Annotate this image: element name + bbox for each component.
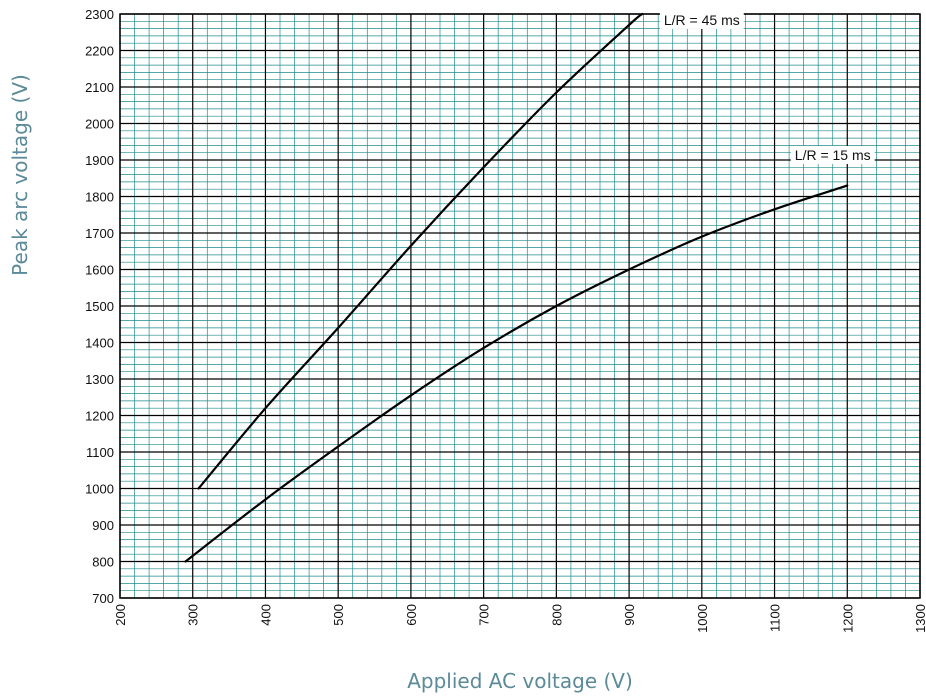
x-tick-label: 1000 [695, 604, 710, 633]
y-tick-label: 1000 [85, 482, 114, 497]
x-tick-label: 400 [258, 604, 273, 626]
x-tick-label: 200 [113, 604, 128, 626]
annotation-label-lr-45ms: L/R = 45 ms [664, 12, 740, 28]
y-tick-label: 800 [92, 555, 114, 570]
y-tick-label: 1200 [85, 409, 114, 424]
x-tick-label: 800 [549, 604, 564, 626]
y-tick-label: 900 [92, 518, 114, 533]
y-tick-label: 2000 [85, 117, 114, 132]
x-axis-ticks: 200 300 400 500 600 700 800 900 1000 1100 1200 1300 [113, 604, 926, 633]
y-tick-label: 2200 [85, 44, 114, 59]
y-axis-ticks: 700 800 900 1000 1100 1200 1300 1400 1500 1600 170… [85, 7, 114, 606]
y-axis-title: Peak arc voltage (V) [8, 74, 32, 276]
y-tick-label: 1700 [85, 226, 114, 241]
y-tick-label: 2100 [85, 80, 114, 95]
x-tick-label: 900 [622, 604, 637, 626]
annotation-layer: L/R = 45 ms L/R = 15 ms [659, 10, 875, 164]
annotation-background [659, 10, 744, 29]
y-tick-label: 2300 [85, 7, 114, 22]
y-tick-label: 1100 [86, 445, 114, 460]
annotation-label-lr-15ms: L/R = 15 ms [795, 147, 871, 163]
x-tick-label: 300 [186, 604, 201, 626]
y-tick-label: 1300 [85, 372, 114, 387]
x-tick-label: 1200 [840, 604, 855, 633]
y-tick-label: 1800 [85, 190, 114, 205]
x-tick-label: 700 [477, 604, 492, 626]
series-line-lr-15ms [184, 184, 849, 563]
x-tick-label: 1300 [913, 604, 926, 633]
series-layer [184, 12, 849, 563]
y-tick-label: 1900 [85, 153, 114, 168]
x-tick-label: 1100 [768, 604, 783, 632]
annotation-background [790, 146, 875, 164]
series-line-lr-45ms [197, 12, 644, 490]
y-tick-label: 700 [92, 591, 114, 606]
y-tick-label: 1600 [85, 263, 114, 278]
plot-frame [119, 13, 921, 599]
x-tick-label: 600 [404, 604, 419, 626]
x-axis-title: Applied AC voltage (V) [407, 669, 633, 693]
x-tick-label: 500 [331, 604, 346, 626]
y-tick-label: 1400 [85, 336, 114, 351]
y-tick-label: 1500 [85, 299, 114, 314]
